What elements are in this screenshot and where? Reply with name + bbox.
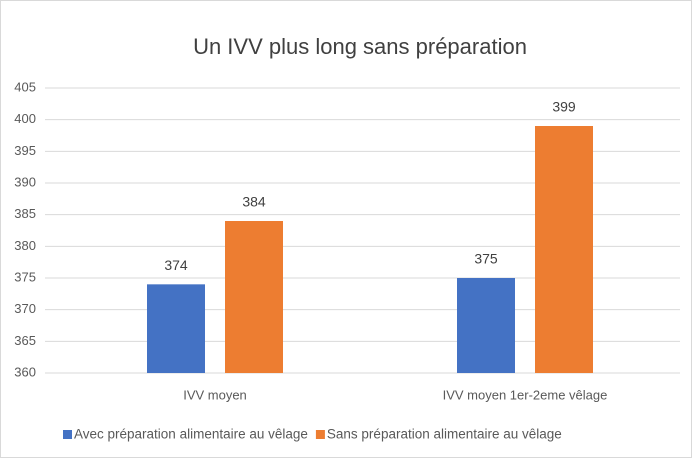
- y-tick-label: 405: [14, 79, 36, 94]
- y-tick-label: 360: [14, 364, 36, 379]
- legend-swatch: [315, 430, 325, 439]
- bar: [225, 221, 283, 373]
- data-label: 375: [474, 251, 498, 267]
- data-label: 399: [552, 99, 576, 115]
- y-tick-label: 370: [14, 301, 36, 316]
- chart-title: Un IVV plus long sans préparation: [193, 34, 527, 59]
- y-tick-label: 365: [14, 333, 36, 348]
- x-tick-label: IVV moyen 1er-2eme vêlage: [443, 387, 608, 402]
- y-tick-label: 400: [14, 111, 36, 126]
- y-tick-label: 395: [14, 143, 36, 158]
- y-tick-label: 385: [14, 206, 36, 221]
- legend-label: Avec préparation alimentaire au vêlage: [74, 427, 308, 442]
- y-tick-label: 390: [14, 174, 36, 189]
- bar: [147, 284, 205, 373]
- bar: [457, 278, 515, 373]
- y-tick-label: 375: [14, 269, 36, 284]
- legend-label: Sans préparation alimentaire au vêlage: [327, 427, 562, 442]
- data-label: 384: [242, 194, 266, 210]
- data-label: 374: [164, 257, 188, 273]
- y-tick-label: 380: [14, 238, 36, 253]
- legend-swatch: [63, 430, 72, 439]
- bar: [535, 126, 593, 373]
- x-tick-label: IVV moyen: [183, 387, 247, 402]
